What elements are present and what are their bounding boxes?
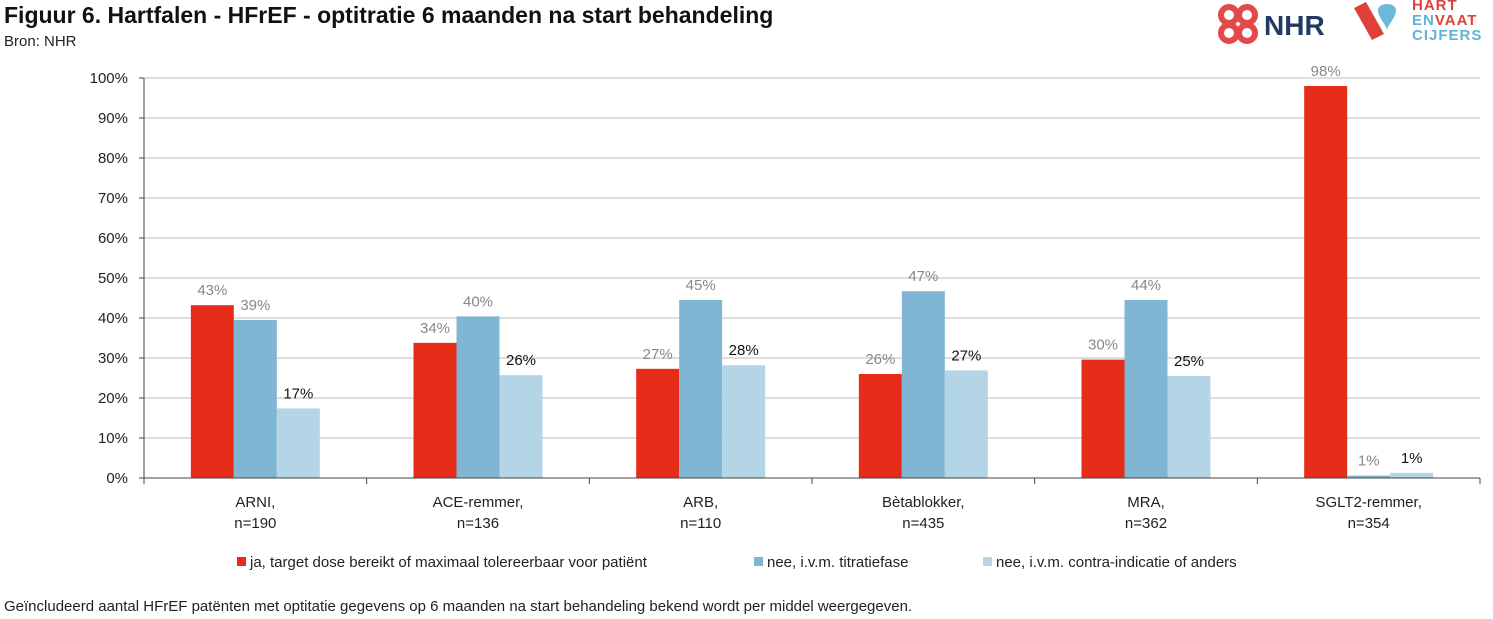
bar-value-label: 25% — [1174, 353, 1204, 370]
bar — [944, 370, 988, 478]
bar — [413, 342, 457, 478]
y-tick-label: 90% — [98, 110, 128, 127]
y-tick-label: 40% — [98, 310, 128, 327]
bar-value-label: 26% — [506, 352, 536, 369]
bar — [722, 365, 766, 478]
x-category-label: SGLT2-remmer, n=354 — [1315, 494, 1421, 532]
x-category-label: MRA, n=362 — [1125, 494, 1167, 532]
legend-label: nee, i.v.m. contra-indicatie of anders — [996, 554, 1237, 571]
nhr-logo-text: NHR — [1264, 10, 1325, 41]
y-tick-label: 10% — [98, 430, 128, 447]
bar — [901, 291, 945, 478]
bar-value-label: 1% — [1401, 450, 1423, 467]
y-tick-label: 30% — [98, 350, 128, 367]
hartenvaat-logo — [1354, 2, 1396, 40]
data-labels: 43% 34% 27% 26% 30% 98% 39% 40% 45% 47% 44% 1% 17% 26… — [197, 63, 1422, 470]
hv-word-vaat: VAAT — [1434, 12, 1478, 29]
hv-word-hart: HART — [1412, 0, 1458, 14]
bar — [1390, 472, 1434, 478]
bar — [1167, 376, 1211, 478]
hv-word-en: EN — [1412, 12, 1435, 29]
bar — [1124, 300, 1168, 478]
bar-value-label: 45% — [686, 277, 716, 294]
bar-value-label: 28% — [729, 342, 759, 359]
bar — [499, 375, 543, 478]
y-tick-label: 70% — [98, 190, 128, 207]
bar — [190, 305, 234, 478]
bar-value-label: 47% — [908, 268, 938, 285]
bar — [1347, 475, 1391, 478]
chart-source: Bron: NHR — [4, 33, 77, 50]
grid-lines — [144, 77, 1480, 439]
bar — [679, 300, 723, 478]
bar — [1081, 359, 1125, 478]
x-category-label: Bètablokker, n=435 — [882, 494, 965, 532]
y-tick-label: 20% — [98, 390, 128, 407]
nhr-emblem-icon — [1218, 4, 1258, 44]
bar-value-label: 39% — [240, 297, 270, 314]
bar-value-label: 34% — [420, 320, 450, 337]
axes: 0% 10% 20% 30% 40% 50% 60% 70% 80% 90% 100% ARNI, n=… — [90, 70, 1481, 532]
bar — [1304, 86, 1348, 478]
hartenvaat-logo-text: HART ENVAAT CIJFERS — [1412, 0, 1482, 43]
bar — [456, 316, 500, 478]
bar-value-label: 1% — [1358, 453, 1380, 470]
page-title: Figuur 6. Hartfalen - HFrEF - optitratie… — [4, 2, 774, 28]
footnote: Geïncludeerd aantal HFrEF patënten met o… — [4, 598, 913, 615]
bar-value-label: 27% — [643, 346, 673, 363]
x-category-label: ARNI, n=190 — [234, 494, 276, 532]
x-category-label: ACE-remmer, n=136 — [433, 494, 524, 532]
bar-value-label: 98% — [1311, 63, 1341, 80]
bar — [858, 374, 902, 478]
y-tick-label: 100% — [90, 70, 128, 87]
bar-value-label: 27% — [951, 347, 981, 364]
bar — [233, 320, 277, 478]
bar-value-label: 40% — [463, 293, 493, 310]
bars — [190, 86, 1434, 478]
bar — [636, 368, 680, 478]
hartenvaat-emblem-icon — [1354, 2, 1396, 40]
y-tick-label: 50% — [98, 270, 128, 287]
bar — [276, 408, 320, 478]
legend-swatch — [754, 557, 763, 566]
legend-label: ja, target dose bereikt of maximaal tole… — [249, 554, 648, 571]
bar-value-label: 43% — [197, 282, 227, 299]
legend-swatch — [983, 557, 992, 566]
bar-value-label: 26% — [865, 351, 895, 368]
bar-chart: 43% 34% 27% 26% 30% 98% 39% 40% 45% 47% 44% 1% 17% 26… — [90, 63, 1481, 571]
legend-swatch — [237, 557, 246, 566]
y-tick-label: 60% — [98, 230, 128, 247]
bar-value-label: 30% — [1088, 337, 1118, 354]
legend-label: nee, i.v.m. titratiefase — [767, 554, 908, 571]
legend: ja, target dose bereikt of maximaal tole… — [237, 554, 1237, 571]
bar-value-label: 17% — [283, 385, 313, 402]
nhr-logo: NHR — [1218, 4, 1325, 44]
y-tick-label: 80% — [98, 150, 128, 167]
x-category-label: ARB, n=110 — [680, 494, 721, 532]
y-tick-label: 0% — [106, 470, 128, 487]
hv-word-cijfers: CIJFERS — [1412, 27, 1483, 44]
bar-value-label: 44% — [1131, 277, 1161, 294]
